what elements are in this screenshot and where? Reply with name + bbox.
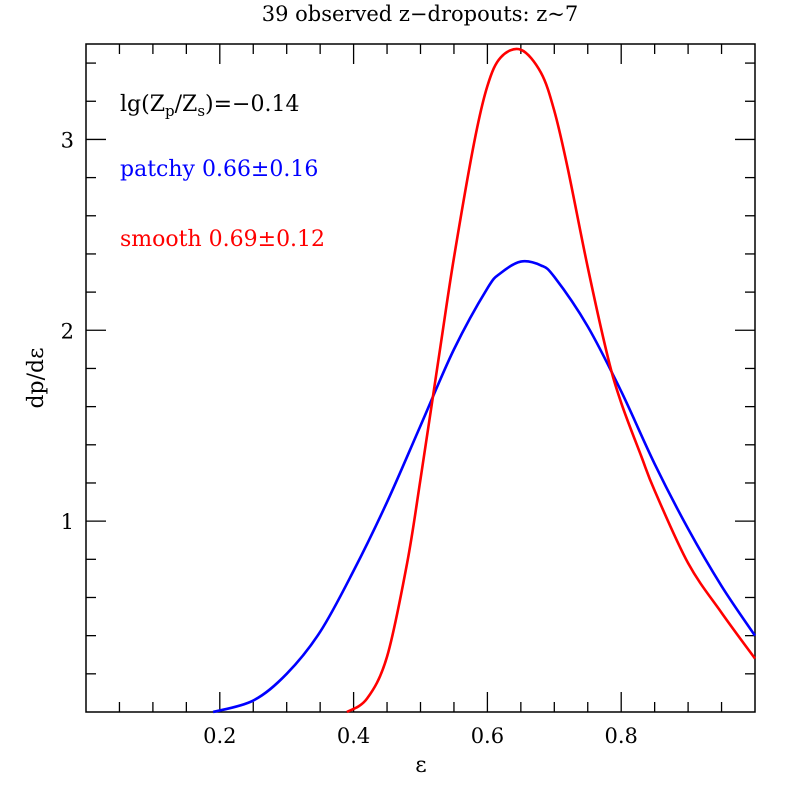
smooth-curve — [346, 47, 757, 714]
x-axis-label: ε — [415, 753, 426, 778]
x-tick-label: 0.2 — [203, 724, 236, 748]
metallicity-suffix: )=−0.14 — [205, 92, 299, 117]
x-tick-label: 0.8 — [604, 724, 637, 748]
y-axis-label: dp/dε — [24, 347, 49, 408]
patchy-curve — [212, 259, 757, 714]
plot-area — [85, 43, 757, 714]
y-tick-label: 3 — [61, 128, 74, 152]
smooth-annotation: smooth 0.69±0.12 — [120, 227, 325, 252]
metallicity-prefix: lg(Z — [120, 92, 165, 117]
y-tick-label: 1 — [61, 510, 74, 534]
chart-title: 39 observed z−dropouts: z~7 — [262, 2, 579, 26]
metallicity-sub-s: s — [197, 102, 205, 120]
patchy-annotation: patchy 0.66±0.16 — [120, 157, 318, 182]
metallicity-sub-p: p — [165, 102, 175, 120]
tick-labels: 0.2 0.4 0.6 0.8 1 2 3 — [61, 128, 638, 748]
metallicity-annotation: lg(Zp/Zs)=−0.14 — [120, 92, 299, 120]
x-tick-label: 0.4 — [337, 724, 370, 748]
metallicity-mid: /Z — [175, 92, 198, 117]
y-tick-label: 2 — [61, 319, 74, 343]
axis-ticks — [86, 44, 755, 712]
data-series — [212, 47, 757, 714]
plot-frame — [85, 43, 756, 713]
x-tick-label: 0.6 — [471, 724, 504, 748]
